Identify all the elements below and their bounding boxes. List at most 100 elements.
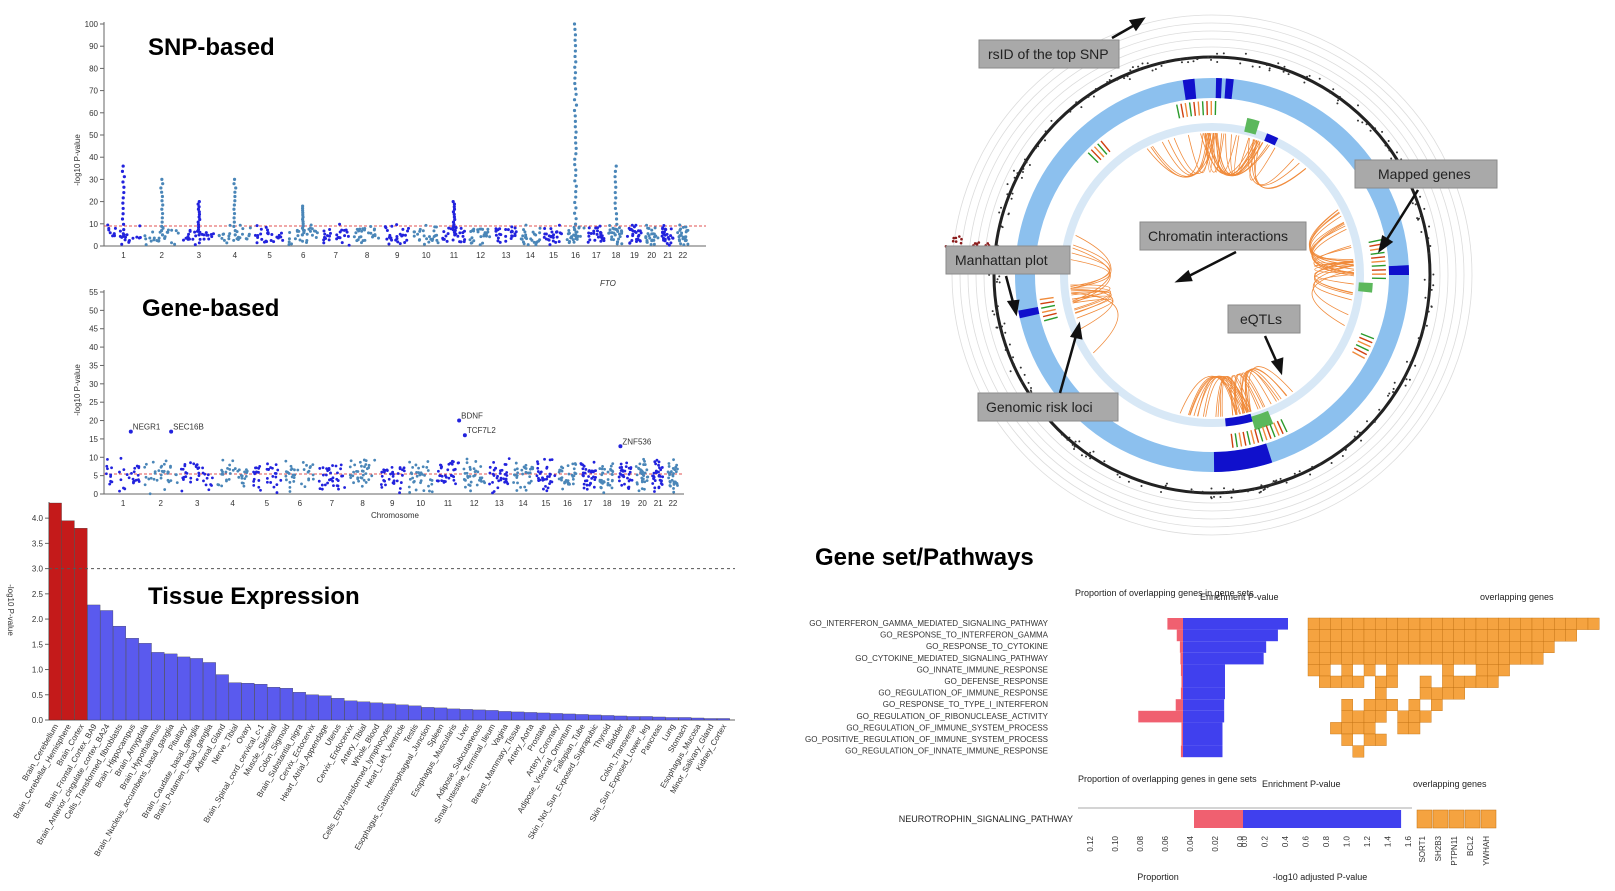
circos-snp-point — [1137, 65, 1140, 68]
snp-point — [432, 229, 436, 233]
gene-point — [497, 479, 501, 483]
snp-point — [557, 223, 561, 227]
snp-point — [403, 240, 407, 244]
snp-point — [222, 238, 226, 242]
gene-point — [627, 472, 631, 476]
gene-point — [581, 471, 585, 475]
tissue-bar — [447, 708, 461, 721]
snp-point — [143, 234, 147, 238]
snp-point — [608, 224, 612, 228]
snp-point — [618, 235, 622, 239]
snp-peak-point — [121, 180, 125, 184]
snp-point — [427, 240, 431, 244]
snp-point — [360, 229, 364, 233]
gene-point — [367, 478, 371, 482]
gene-point — [642, 463, 645, 466]
tissue-expression-panel: -log10 P-value 0.00.51.01.52.02.53.03.54… — [6, 502, 735, 858]
gene-point — [519, 485, 522, 489]
snp-peak-point — [451, 200, 455, 204]
gene-point — [151, 460, 155, 464]
snp-xtick-label: 22 — [678, 251, 687, 260]
snp-point — [264, 225, 268, 229]
snp-point — [401, 227, 405, 231]
circos-gene-label — [1087, 152, 1099, 164]
snp-point — [240, 232, 244, 236]
snp-point — [266, 231, 270, 235]
snp-peak-point — [574, 184, 578, 188]
gene-point — [382, 468, 386, 472]
circos-snp-point — [1303, 81, 1306, 84]
snp-peak-point — [573, 135, 578, 140]
circos-snp-point — [1268, 69, 1271, 72]
overlap-cell — [1363, 699, 1376, 712]
circos-snp-point — [1357, 104, 1360, 107]
gene-xtick-label: 2 — [159, 499, 164, 508]
circos-gene-label — [1100, 140, 1111, 153]
snp-point — [310, 233, 314, 237]
circos-chromatin-link — [1216, 133, 1261, 176]
overlap-cell — [1363, 629, 1376, 642]
gene-point — [182, 475, 186, 479]
gene-point — [118, 470, 121, 474]
circos-inner-locus — [1264, 133, 1279, 146]
gene-point — [465, 461, 469, 465]
snp-point — [566, 232, 570, 236]
snp-point — [652, 242, 656, 246]
snp-xtick-label: 3 — [197, 251, 202, 260]
circos-snp-point — [1387, 140, 1390, 143]
snp-point — [617, 226, 621, 230]
gene-point — [164, 459, 168, 463]
overlap-cell — [1330, 617, 1342, 630]
overlap-cell — [1531, 652, 1544, 665]
circos-chromatin-link — [1070, 288, 1114, 330]
snp-point — [646, 226, 650, 230]
circos-chromatin-link — [1146, 132, 1217, 178]
snp-point — [635, 238, 639, 242]
snp-point — [481, 241, 485, 245]
circos-snp-point — [1298, 470, 1301, 473]
overlap-cell — [1408, 699, 1421, 712]
snp-point — [112, 232, 116, 236]
snp-point — [191, 237, 195, 241]
circos-risk-locus — [1182, 78, 1197, 100]
overlap-cell — [1565, 629, 1577, 642]
gene-set-panel: Gene set/Pathways Proportion of overlapp… — [805, 544, 1600, 882]
gene-point — [409, 471, 413, 475]
circos-gene-label — [1184, 102, 1189, 118]
snp-point — [521, 234, 525, 238]
circos-snp-point — [1192, 490, 1195, 493]
circos-snp-point — [1253, 488, 1256, 491]
circos-snp-point — [1004, 331, 1007, 334]
overlap-cell — [1397, 652, 1409, 665]
tissue-bar — [691, 717, 705, 721]
gene-point — [287, 472, 291, 475]
snp-peak-point — [301, 208, 305, 213]
gene-point — [620, 483, 624, 487]
snp-point — [357, 229, 361, 233]
overlap-cell — [1475, 617, 1488, 630]
gene-point — [332, 484, 335, 488]
overlap-cell — [1542, 641, 1555, 654]
gene-point — [451, 474, 455, 478]
circos-gene-label — [1368, 238, 1383, 244]
gene-point — [625, 461, 629, 465]
gene-point — [273, 471, 277, 475]
gene-point — [233, 467, 237, 470]
gene-point — [275, 483, 279, 487]
snp-point — [544, 232, 548, 236]
circos-snp-point — [1127, 480, 1130, 483]
snp-xtick-label: 19 — [630, 251, 639, 260]
snp-point — [174, 229, 178, 233]
snp-peak-point — [197, 205, 201, 209]
circos-snp-point — [1419, 215, 1422, 218]
overlap-cell — [1397, 629, 1409, 642]
gene-point — [106, 457, 109, 461]
snp-point — [188, 228, 192, 232]
callout-mapped: Mapped genes — [1354, 159, 1498, 189]
tissue-bar — [678, 717, 692, 721]
circos-snp-point — [1260, 484, 1263, 487]
gene-point — [331, 479, 335, 483]
snp-point — [660, 234, 664, 238]
gene-point — [255, 470, 259, 474]
snp-point — [418, 229, 422, 233]
